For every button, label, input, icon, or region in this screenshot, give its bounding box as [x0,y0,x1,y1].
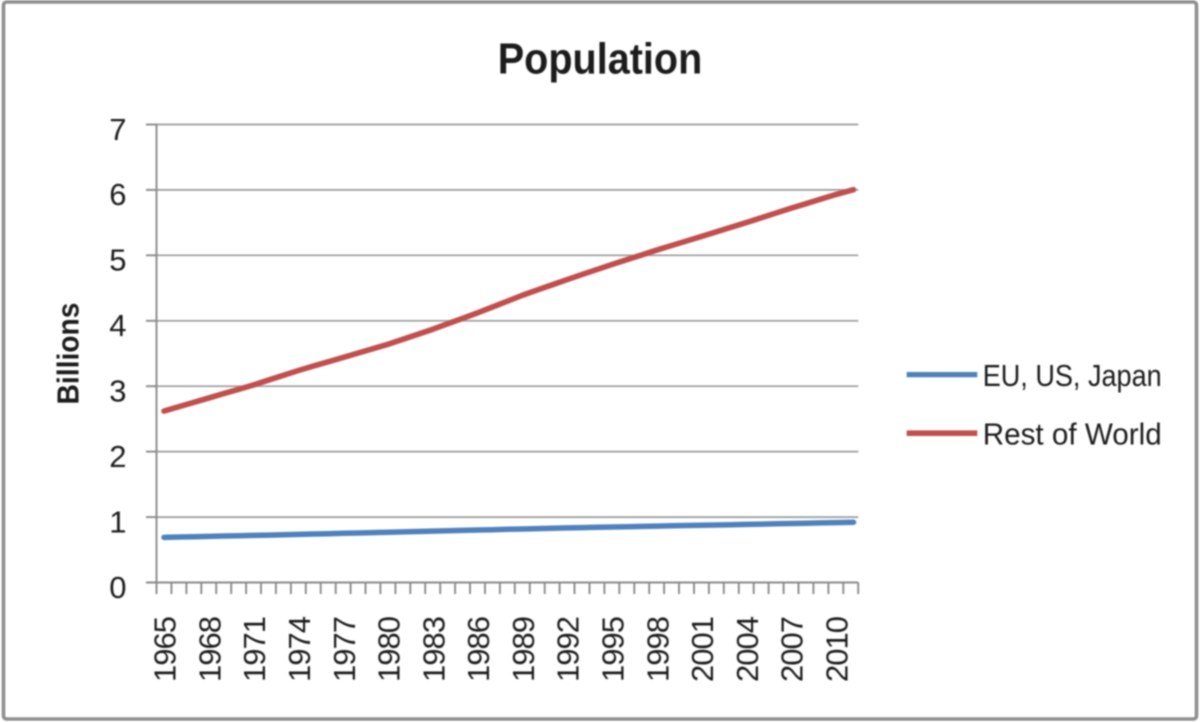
svg-text:1971: 1971 [237,616,272,682]
svg-text:2: 2 [109,439,126,474]
svg-text:1968: 1968 [192,616,227,682]
svg-text:1986: 1986 [461,616,496,682]
svg-text:2010: 2010 [820,616,855,682]
svg-text:1998: 1998 [640,616,675,682]
svg-text:3: 3 [109,374,126,409]
svg-text:1995: 1995 [596,616,631,682]
svg-text:2007: 2007 [775,616,810,682]
svg-text:1965: 1965 [148,616,183,682]
svg-text:1977: 1977 [327,616,362,682]
svg-text:1974: 1974 [282,616,317,682]
svg-text:1989: 1989 [506,616,541,682]
svg-text:2001: 2001 [685,616,720,682]
svg-text:5: 5 [109,243,126,278]
svg-text:1: 1 [109,504,126,539]
svg-text:0: 0 [109,570,126,605]
svg-text:7: 7 [109,112,126,147]
svg-text:1980: 1980 [372,616,407,682]
svg-text:Population: Population [498,35,703,84]
svg-text:EU, US, Japan: EU, US, Japan [983,358,1162,393]
svg-text:Billions: Billions [51,303,86,405]
svg-text:6: 6 [109,177,126,212]
svg-text:2004: 2004 [730,616,765,682]
svg-text:1992: 1992 [551,616,586,682]
svg-text:4: 4 [109,308,126,343]
svg-text:Rest of World: Rest of World [983,417,1162,452]
svg-text:1983: 1983 [416,616,451,682]
